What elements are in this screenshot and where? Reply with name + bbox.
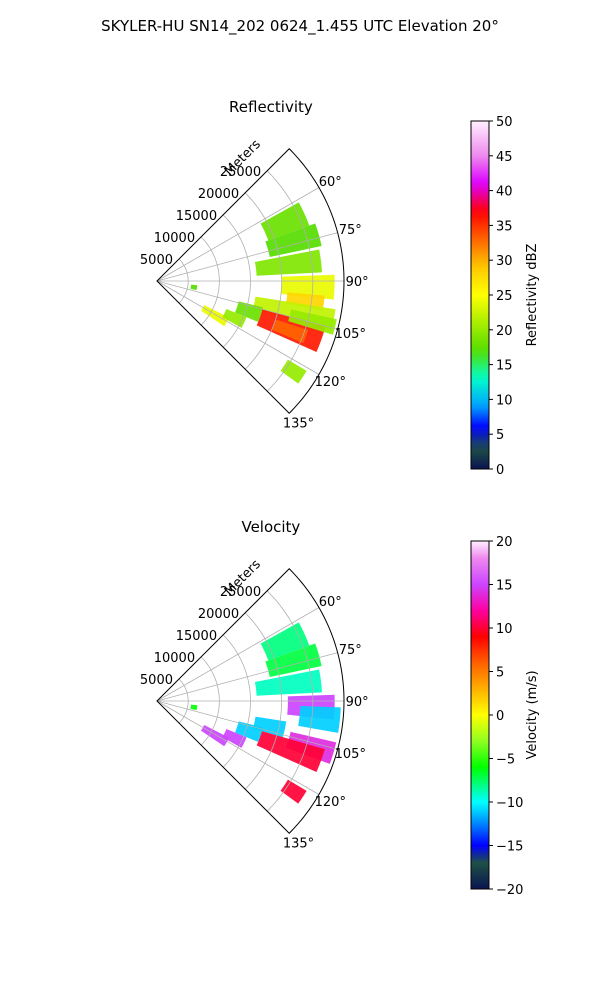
echo-region <box>265 643 322 678</box>
colorbar-tick-label: 5 <box>496 428 504 443</box>
azimuth-tick-label: 135° <box>283 417 314 432</box>
azimuth-tick-label: 60° <box>319 175 342 190</box>
colorbar-tick-label: −20 <box>496 883 523 898</box>
echo-region <box>254 249 322 276</box>
colorbar-label: Velocity (m/s) <box>525 670 540 759</box>
azimuth-gridline <box>156 280 338 330</box>
colorbar-tick-label: 30 <box>496 254 513 269</box>
echo-region <box>271 319 309 344</box>
polar-panel-1: Velocity500010000150002000025000Meters60… <box>140 518 540 898</box>
azimuth-tick-label: 105° <box>335 327 366 342</box>
range-tick-label: 10000 <box>154 231 195 246</box>
colorbar-tick-label: 45 <box>496 150 513 165</box>
echo-region <box>190 704 198 711</box>
azimuth-gridline <box>156 232 338 282</box>
colorbar-tick-label: 25 <box>496 289 513 304</box>
echo-region <box>235 721 263 742</box>
azimuth-tick-label: 75° <box>339 643 362 658</box>
colorbar-tick-label: 35 <box>496 219 513 234</box>
colorbar-tick-label: 20 <box>496 535 513 550</box>
range-tick-label: 15000 <box>176 209 217 224</box>
azimuth-tick-label: 90° <box>346 695 369 710</box>
echo-region <box>190 284 198 291</box>
colorbar-tick-label: 10 <box>496 393 513 408</box>
colorbar-tick-label: 50 <box>496 115 513 130</box>
azimuth-tick-label: 90° <box>346 275 369 290</box>
azimuth-gridline <box>156 700 320 795</box>
colorbar-tick-label: 20 <box>496 324 513 339</box>
colorbar-tick-label: 5 <box>496 666 504 681</box>
azimuth-gridline <box>156 280 320 375</box>
echo-region <box>235 301 263 322</box>
range-tick-label: 15000 <box>176 629 217 644</box>
colorbar <box>470 120 490 470</box>
azimuth-gridline <box>156 652 338 702</box>
azimuth-tick-label: 120° <box>315 795 346 810</box>
echo-region <box>254 669 322 696</box>
azimuth-gridline <box>156 607 320 702</box>
polar-panel-0: Reflectivity500010000150002000025000Mete… <box>140 98 540 478</box>
sector-frame <box>156 568 345 834</box>
range-tick-label: 5000 <box>140 253 173 268</box>
azimuth-tick-label: 105° <box>335 747 366 762</box>
range-tick-label: 10000 <box>154 651 195 666</box>
range-tick-label: 25000 <box>220 585 261 600</box>
colorbar-tick-label: 0 <box>496 463 504 478</box>
colorbar-tick-label: −5 <box>496 753 515 768</box>
colorbar <box>470 540 490 890</box>
azimuth-tick-label: 75° <box>339 223 362 238</box>
colorbar-tick-label: 40 <box>496 185 513 200</box>
echo-region <box>280 359 307 384</box>
range-tick-label: 20000 <box>198 187 239 202</box>
colorbar-tick-label: 0 <box>496 709 504 724</box>
colorbar-tick-label: −10 <box>496 796 523 811</box>
chart-title: Velocity <box>241 518 300 536</box>
colorbar-label: Reflectivity dBZ <box>525 244 540 347</box>
echo-region <box>285 292 325 311</box>
echo-region <box>280 779 307 804</box>
echo-region <box>265 223 322 258</box>
echo-region <box>298 706 341 733</box>
echo-region <box>256 731 325 772</box>
chart-title: Reflectivity <box>229 98 313 116</box>
colorbar-tick-label: 15 <box>496 359 513 374</box>
azimuth-tick-label: 60° <box>319 595 342 610</box>
azimuth-gridline <box>156 700 338 750</box>
range-tick-label: 20000 <box>198 607 239 622</box>
range-tick-label: 5000 <box>140 673 173 688</box>
echo-region <box>288 309 337 335</box>
range-tick-label: 25000 <box>220 165 261 180</box>
azimuth-tick-label: 135° <box>283 837 314 852</box>
azimuth-gridline <box>156 187 320 282</box>
azimuth-tick-label: 120° <box>315 375 346 390</box>
colorbar-tick-label: 10 <box>496 622 513 637</box>
sector-frame <box>156 148 345 414</box>
colorbar-tick-label: 15 <box>496 579 513 594</box>
page-title: SKYLER-HU SN14_202 0624_1.455 UTC Elevat… <box>101 17 499 36</box>
colorbar-tick-label: −15 <box>496 840 523 855</box>
